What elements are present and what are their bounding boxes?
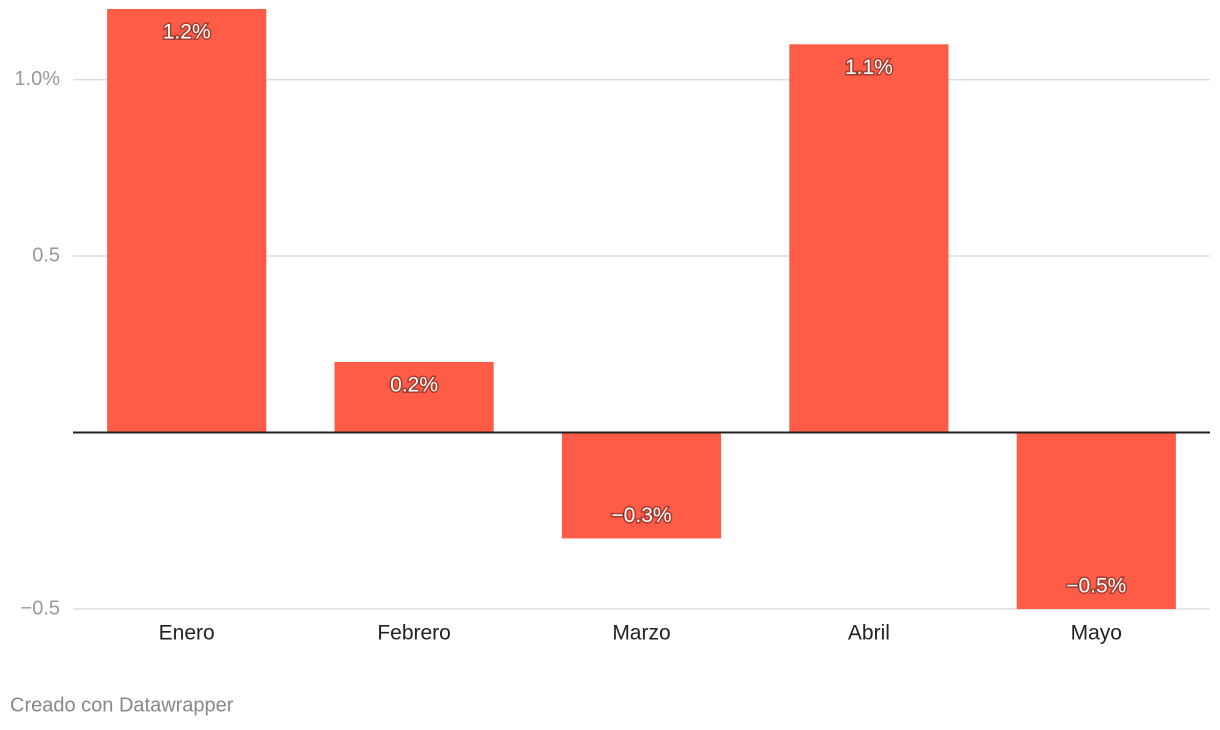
bar <box>107 9 267 433</box>
x-tick-label: Mayo <box>1071 622 1122 645</box>
value-label: −0.5% <box>1066 575 1126 598</box>
x-tick-label: Febrero <box>377 622 451 645</box>
value-label: 1.1% <box>845 56 893 79</box>
x-tick-label: Abril <box>848 622 890 645</box>
x-tick-label: Enero <box>159 622 215 645</box>
bar <box>1016 432 1176 609</box>
bar <box>561 432 722 539</box>
value-label: 0.2% <box>390 373 438 396</box>
value-label: 1.2% <box>163 21 211 44</box>
bar <box>789 44 949 433</box>
x-tick-label: Marzo <box>612 622 670 645</box>
y-tick-label: 0.5 <box>32 244 60 266</box>
bar <box>334 361 494 433</box>
value-label: −0.3% <box>611 504 671 527</box>
y-tick-label: −0.5 <box>21 597 60 619</box>
y-tick-label: 1.0% <box>14 68 60 90</box>
footer: Creado con Datawrapper <box>10 694 234 716</box>
